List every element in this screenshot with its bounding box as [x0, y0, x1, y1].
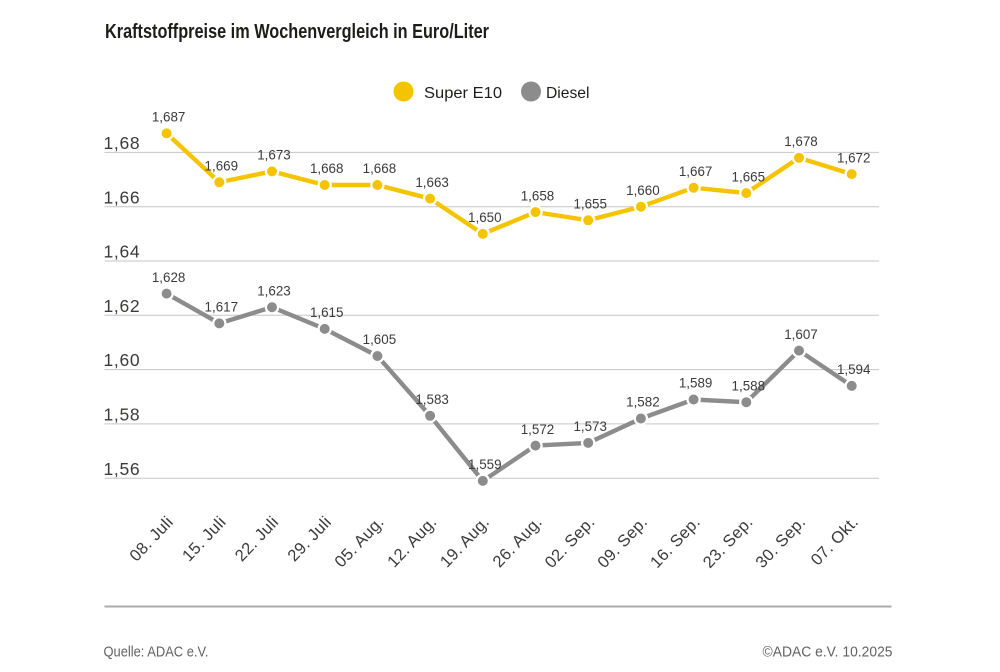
- svg-text:1,588: 1,588: [732, 378, 766, 393]
- svg-text:1,667: 1,667: [679, 164, 713, 179]
- svg-text:1,594: 1,594: [837, 362, 871, 377]
- svg-text:1,650: 1,650: [468, 210, 502, 225]
- svg-text:Quelle: ADAC e.V.: Quelle: ADAC e.V.: [104, 645, 209, 661]
- svg-text:1,605: 1,605: [363, 332, 397, 347]
- svg-text:1,572: 1,572: [521, 422, 555, 437]
- svg-text:1,589: 1,589: [679, 376, 713, 391]
- svg-text:1,615: 1,615: [310, 305, 344, 320]
- svg-text:1,58: 1,58: [104, 405, 141, 425]
- svg-text:Diesel: Diesel: [546, 85, 590, 102]
- svg-text:1,607: 1,607: [784, 327, 818, 342]
- svg-text:1,582: 1,582: [626, 395, 660, 410]
- svg-text:1,66: 1,66: [104, 187, 141, 207]
- svg-text:1,623: 1,623: [257, 283, 291, 298]
- svg-text:1,665: 1,665: [732, 169, 766, 184]
- svg-text:1,60: 1,60: [104, 350, 141, 370]
- svg-text:1,583: 1,583: [415, 392, 449, 407]
- svg-text:1,56: 1,56: [104, 459, 141, 479]
- svg-text:1,617: 1,617: [205, 300, 239, 315]
- svg-text:1,62: 1,62: [104, 296, 141, 316]
- svg-text:Kraftstoffpreise im Wochenverg: Kraftstoffpreise im Wochenvergleich in E…: [105, 21, 489, 43]
- svg-text:1,687: 1,687: [152, 110, 186, 125]
- svg-text:1,668: 1,668: [310, 161, 344, 176]
- svg-text:©ADAC e.V. 10.2025: ©ADAC e.V. 10.2025: [763, 645, 893, 661]
- svg-text:1,678: 1,678: [784, 134, 818, 149]
- svg-text:1,655: 1,655: [573, 197, 607, 212]
- svg-text:1,658: 1,658: [521, 188, 555, 203]
- svg-text:1,660: 1,660: [626, 183, 660, 198]
- svg-text:1,64: 1,64: [104, 242, 141, 262]
- svg-text:1,669: 1,669: [205, 159, 239, 174]
- svg-text:1,628: 1,628: [152, 270, 186, 285]
- svg-text:1,668: 1,668: [363, 161, 397, 176]
- svg-text:Super E10: Super E10: [424, 85, 502, 102]
- svg-text:1,573: 1,573: [573, 419, 607, 434]
- svg-text:1,663: 1,663: [415, 175, 449, 190]
- svg-text:1,673: 1,673: [257, 148, 291, 163]
- svg-text:1,68: 1,68: [104, 133, 141, 153]
- svg-text:1,559: 1,559: [468, 457, 502, 472]
- svg-text:1,672: 1,672: [837, 150, 871, 165]
